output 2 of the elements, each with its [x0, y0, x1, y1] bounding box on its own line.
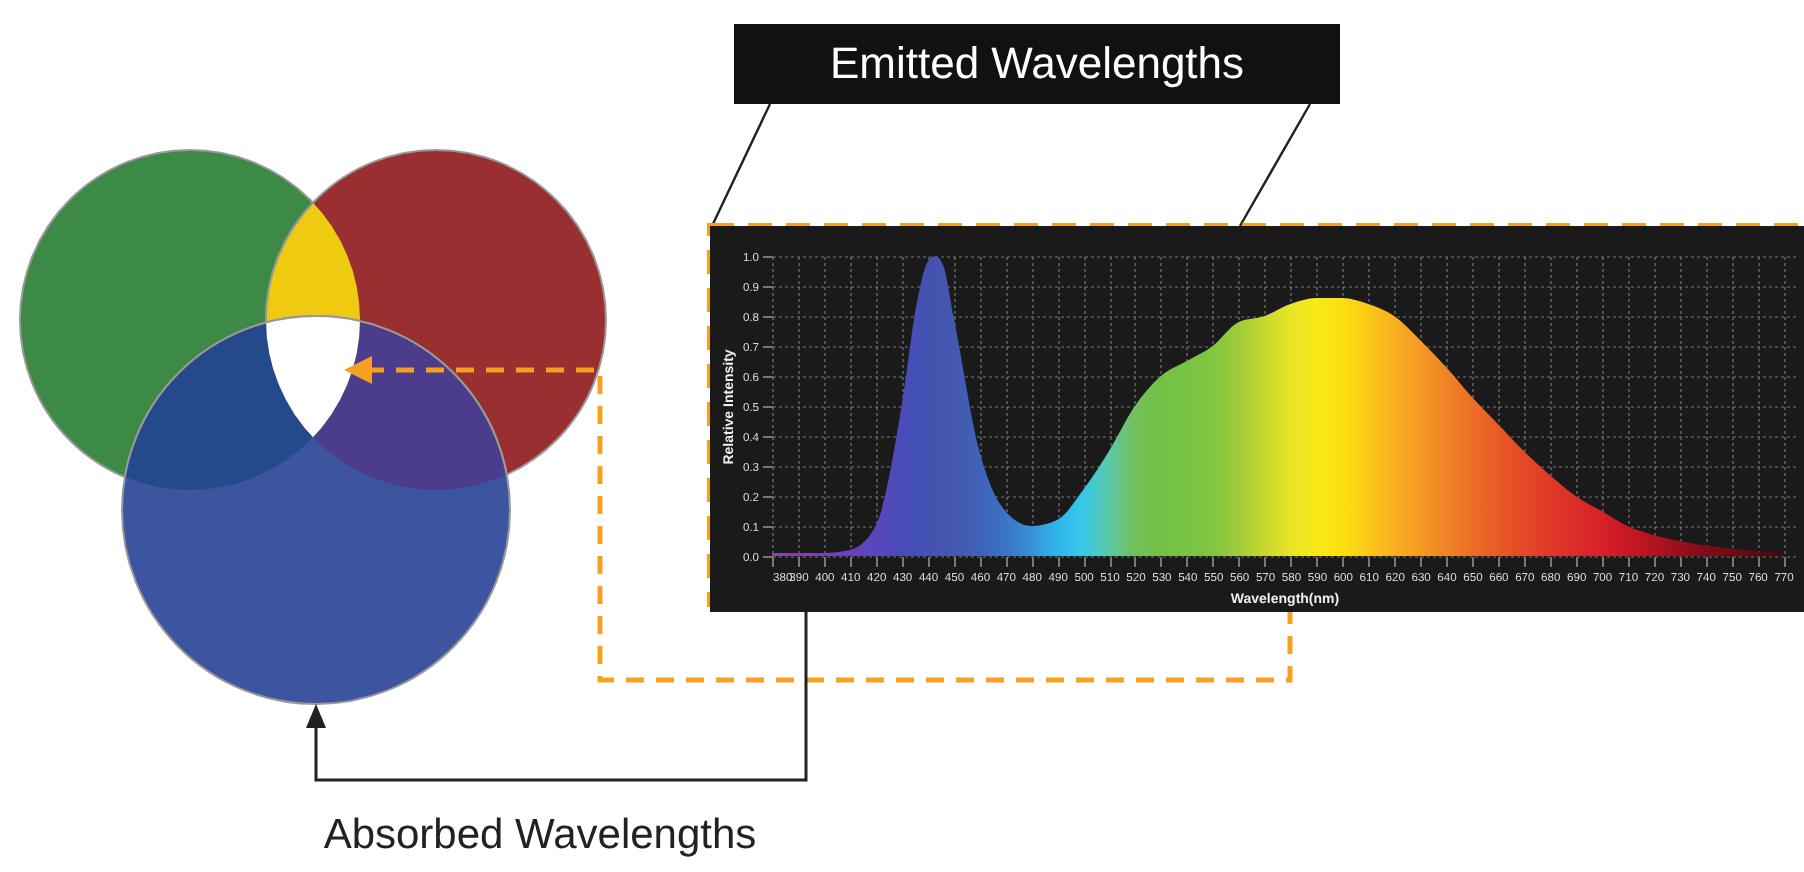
text: Absorbed Wavelengths [321, 812, 759, 860]
chart-title: Emitted Wavelengths [734, 24, 1340, 104]
